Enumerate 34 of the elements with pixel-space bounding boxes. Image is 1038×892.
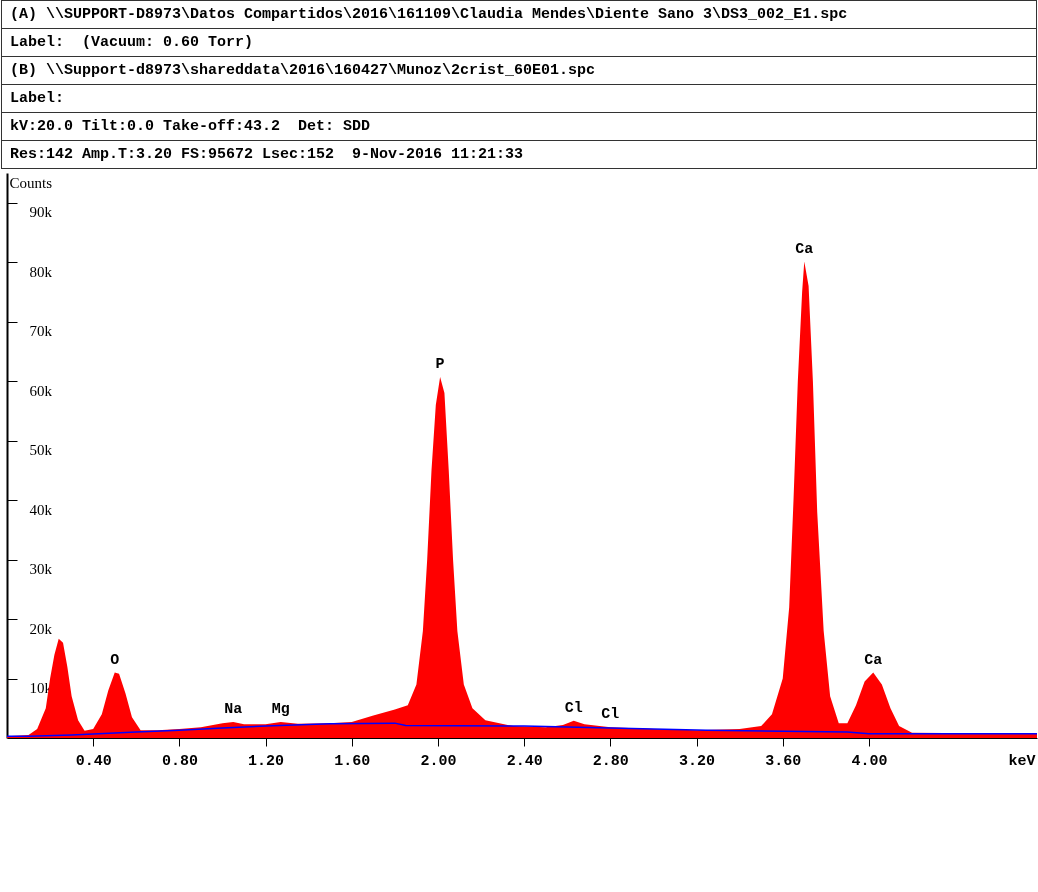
x-tick-label: 0.40	[75, 752, 112, 770]
text: Res:142 Amp.T:3.20 FS:95672 Lsec:152 9-Nov-2016 11:21:33	[1, 140, 1037, 169]
y-tick-label: 20k	[29, 620, 53, 637]
x-tick-label: 1.20	[248, 752, 285, 770]
annotation: Cl	[601, 706, 620, 724]
x-tick-label: 2.80	[592, 752, 629, 770]
y-axis-title: Counts	[9, 174, 53, 191]
x-axis-title: keV	[1008, 752, 1036, 770]
annotation: Mg	[271, 700, 290, 718]
x-tick-label: 4.00	[851, 752, 888, 770]
annotation: Na	[224, 700, 243, 718]
annotation: Cl	[564, 699, 583, 717]
y-tick-label: 70k	[29, 323, 53, 340]
y-tick-label: 50k	[29, 442, 53, 459]
annotation: Ca	[864, 651, 883, 669]
x-tick-label: 0.80	[161, 752, 198, 770]
text: (B) \\Support-d8973\shareddata\2016\160427\Munoz\2crist_60E01.spc	[1, 56, 1037, 85]
x-tick-label: 1.60	[334, 752, 371, 770]
text: kV:20.0 Tilt:0.0 Take-off:43.2 Det: SDD	[1, 112, 1037, 141]
y-tick-label: 90k	[29, 204, 53, 221]
y-tick-label: 30k	[29, 561, 53, 578]
annotation: Ca	[795, 240, 814, 258]
annotation: O	[110, 651, 120, 669]
annotation: P	[435, 355, 445, 373]
x-tick-label: 2.40	[506, 752, 543, 770]
x-tick-label: 3.20	[679, 752, 716, 770]
y-tick-label: 80k	[29, 263, 53, 280]
text: Label: (Vacuum: 0.60 Torr)	[1, 28, 1037, 57]
x-tick-label: 2.00	[420, 752, 457, 770]
y-tick-label: 60k	[29, 382, 53, 399]
chart-title: (A) \\SUPPORT-D8973\Datos Compartidos\2016\161109\Claudia Mendes\Diente Sano 3\DS3_002_E1.spc	[1, 0, 1037, 29]
x-tick-label: 3.60	[765, 752, 802, 770]
y-tick-label: 40k	[29, 501, 53, 518]
text: Label:	[1, 84, 1037, 113]
